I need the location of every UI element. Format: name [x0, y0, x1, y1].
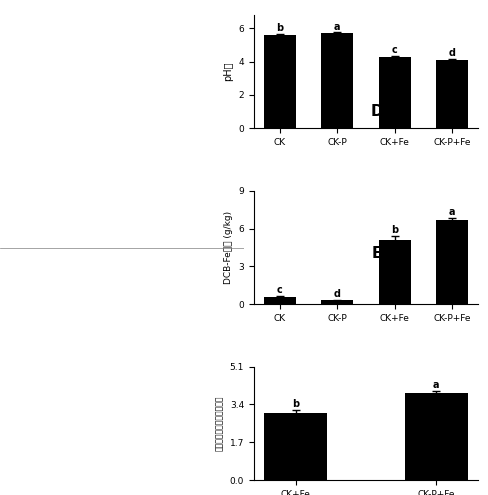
Bar [405, 394, 468, 480]
Text: c: c [392, 45, 398, 55]
Y-axis label: DCB-Fe含量 (g/kg): DCB-Fe含量 (g/kg) [224, 211, 233, 284]
Bar [322, 33, 353, 128]
Text: d: d [449, 48, 456, 58]
Bar [379, 240, 410, 304]
Text: F: F [417, 445, 427, 459]
Text: D: D [371, 104, 384, 119]
Text: CK-P+Fe: CK-P+Fe [64, 252, 97, 261]
Text: CK+Fe: CK+Fe [134, 252, 159, 261]
Text: CK: CK [14, 15, 25, 24]
Bar [264, 297, 296, 304]
Text: c: c [277, 285, 283, 296]
Text: CK+Fe: CK+Fe [7, 252, 32, 261]
Text: E: E [372, 246, 383, 261]
Text: d: d [334, 289, 341, 299]
Text: b: b [276, 23, 284, 33]
Text: 用0.1mol/L盐酸浀20min: 用0.1mol/L盐酸浀20min [152, 475, 214, 480]
Text: CK+Fe: CK+Fe [134, 15, 159, 24]
Text: b: b [292, 399, 299, 409]
Text: CK-P: CK-P [72, 15, 89, 24]
Bar [264, 413, 327, 480]
Text: a: a [449, 207, 455, 217]
Y-axis label: pH值: pH值 [223, 62, 233, 81]
Y-axis label: 根表面胶膜鱼量与水稻比値: 根表面胶膜鱼量与水稻比値 [215, 396, 224, 451]
Text: a: a [433, 380, 440, 390]
Bar [436, 220, 468, 304]
Bar [436, 60, 468, 128]
Bar [322, 300, 353, 304]
Text: b: b [391, 225, 398, 235]
Bar [264, 35, 296, 128]
Text: CK-P+Fe: CK-P+Fe [191, 15, 224, 24]
Text: 用水离子水洗浀20min: 用水离子水洗浀20min [38, 475, 84, 480]
Bar [379, 56, 410, 128]
Text: a: a [334, 22, 341, 32]
Text: CK-P+Fe: CK-P+Fe [191, 252, 224, 261]
